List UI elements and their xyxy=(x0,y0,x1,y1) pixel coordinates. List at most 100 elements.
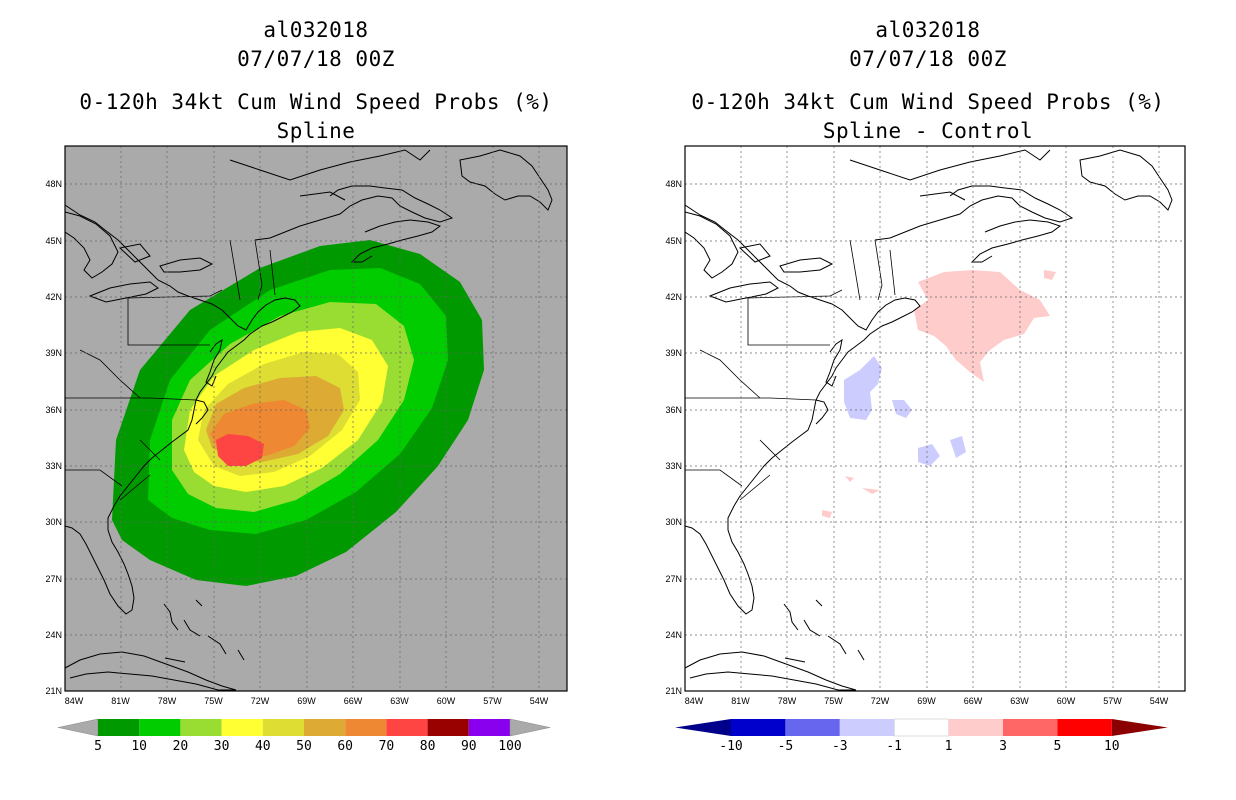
lat-label: 30N xyxy=(665,517,682,527)
lon-label: 69W xyxy=(917,696,936,706)
colorbar-label: 90 xyxy=(461,739,477,754)
colorbar-swatch xyxy=(180,719,222,736)
lon-label: 66W xyxy=(344,696,363,706)
colorbar-swatch xyxy=(893,718,949,737)
lon-label: 81W xyxy=(731,696,750,706)
colorbar-label: 1 xyxy=(945,739,953,754)
left-storm-id: al032018 xyxy=(263,18,369,42)
left-map xyxy=(65,146,567,691)
lat-label: 48N xyxy=(45,179,62,189)
positive-patch-south xyxy=(822,476,880,518)
colorbar-swatch xyxy=(839,719,895,736)
right-storm-id: al032018 xyxy=(875,18,981,42)
contour-70 xyxy=(216,434,264,466)
right-colorbar: -10 -5 -3 -1 1 3 5 10 xyxy=(675,718,1168,754)
lat-label: 42N xyxy=(45,292,62,302)
lon-label: 69W xyxy=(297,696,316,706)
right-map-frame xyxy=(684,145,1186,692)
left-lat-labels: 48N 45N 42N 39N 36N 33N 30N 27N 24N 21N xyxy=(45,179,62,696)
right-subtitle: Spline - Control xyxy=(822,119,1034,143)
colorbar-label: -3 xyxy=(832,739,848,754)
colorbar-high-arrow xyxy=(1111,719,1168,736)
lon-label: 84W xyxy=(65,696,84,706)
lon-label: 75W xyxy=(204,696,223,706)
lon-label: 84W xyxy=(685,696,704,706)
lon-label: 81W xyxy=(111,696,130,706)
colorbar-swatch xyxy=(785,719,840,736)
probability-contours xyxy=(112,240,484,586)
lat-label: 45N xyxy=(45,236,62,246)
lat-label: 48N xyxy=(665,179,682,189)
colorbar-label: 20 xyxy=(173,739,189,754)
right-lat-labels: 48N 45N 42N 39N 36N 33N 30N 27N 24N 21N xyxy=(665,179,682,696)
colorbar-label: 5 xyxy=(94,739,102,754)
colorbar-label: 70 xyxy=(379,739,395,754)
positive-patch-north xyxy=(914,270,1050,382)
colorbar-swatch xyxy=(731,719,786,736)
lat-label: 21N xyxy=(665,686,682,696)
lon-label: 78W xyxy=(158,696,177,706)
colorbar-label: 3 xyxy=(999,739,1007,754)
colorbar-swatch xyxy=(386,719,428,736)
lat-label: 36N xyxy=(45,405,62,415)
lon-label: 72W xyxy=(251,696,270,706)
lat-label: 30N xyxy=(45,517,62,527)
colorbar-swatch xyxy=(221,719,263,736)
lon-label: 75W xyxy=(824,696,843,706)
left-map-frame xyxy=(64,145,568,692)
colorbar-swatch xyxy=(1057,719,1112,736)
colorbar-label: 40 xyxy=(255,739,271,754)
right-product: 0-120h 34kt Cum Wind Speed Probs (%) xyxy=(691,90,1165,114)
colorbar-label: -10 xyxy=(719,739,742,754)
colorbar-label: 5 xyxy=(1053,739,1061,754)
colorbar-low-arrow xyxy=(675,719,731,736)
lat-label: 39N xyxy=(665,348,682,358)
colorbar-swatch xyxy=(427,719,469,736)
lon-label: 63W xyxy=(1010,696,1029,706)
colorbar-label: 100 xyxy=(498,739,521,754)
lon-label: 66W xyxy=(964,696,983,706)
lat-label: 39N xyxy=(45,348,62,358)
lat-label: 42N xyxy=(665,292,682,302)
colorbar-label: 10 xyxy=(1104,739,1120,754)
lat-label: 33N xyxy=(45,461,62,471)
lat-label: 27N xyxy=(45,574,62,584)
colorbar-label: 50 xyxy=(296,739,312,754)
colorbar-label: 10 xyxy=(131,739,147,754)
right-date: 07/07/18 00Z xyxy=(849,47,1007,71)
lat-label: 27N xyxy=(665,574,682,584)
colorbar-high-arrow xyxy=(509,718,551,737)
lon-label: 78W xyxy=(778,696,797,706)
lon-label: 54W xyxy=(1150,696,1169,706)
lat-label: 24N xyxy=(665,630,682,640)
colorbar-label: 80 xyxy=(420,739,436,754)
lon-label: 60W xyxy=(1057,696,1076,706)
colorbar-swatch xyxy=(468,719,510,736)
left-lon-labels: 84W 81W 78W 75W 72W 69W 66W 63W 60W 57W 54W xyxy=(65,696,549,706)
colorbar-swatch xyxy=(345,719,387,736)
lat-label: 33N xyxy=(665,461,682,471)
lon-label: 72W xyxy=(871,696,890,706)
colorbar-swatch xyxy=(1003,719,1058,736)
right-lon-labels: 84W 81W 78W 75W 72W 69W 66W 63W 60W 57W 54W xyxy=(685,696,1169,706)
colorbar-swatch xyxy=(262,719,304,736)
left-product: 0-120h 34kt Cum Wind Speed Probs (%) xyxy=(79,90,553,114)
colorbar-swatch xyxy=(304,719,346,736)
right-title: al032018 07/07/18 00Z 0-120h 34kt Cum Wi… xyxy=(628,16,1228,146)
lon-label: 54W xyxy=(530,696,549,706)
lon-label: 63W xyxy=(390,696,409,706)
left-subtitle: Spline xyxy=(276,119,356,143)
left-colorbar: 5 10 20 30 40 50 60 70 80 90 100 xyxy=(57,718,551,754)
lon-label: 57W xyxy=(483,696,502,706)
lat-label: 24N xyxy=(45,630,62,640)
colorbar-swatch xyxy=(948,719,1003,736)
colorbar-low-arrow xyxy=(57,718,99,737)
lat-label: 21N xyxy=(45,686,62,696)
lat-label: 36N xyxy=(665,405,682,415)
right-map xyxy=(685,146,1185,691)
positive-patch-ne xyxy=(1044,270,1056,280)
colorbar-swatch xyxy=(98,719,140,736)
lon-label: 57W xyxy=(1103,696,1122,706)
colorbar-label: 60 xyxy=(337,739,353,754)
